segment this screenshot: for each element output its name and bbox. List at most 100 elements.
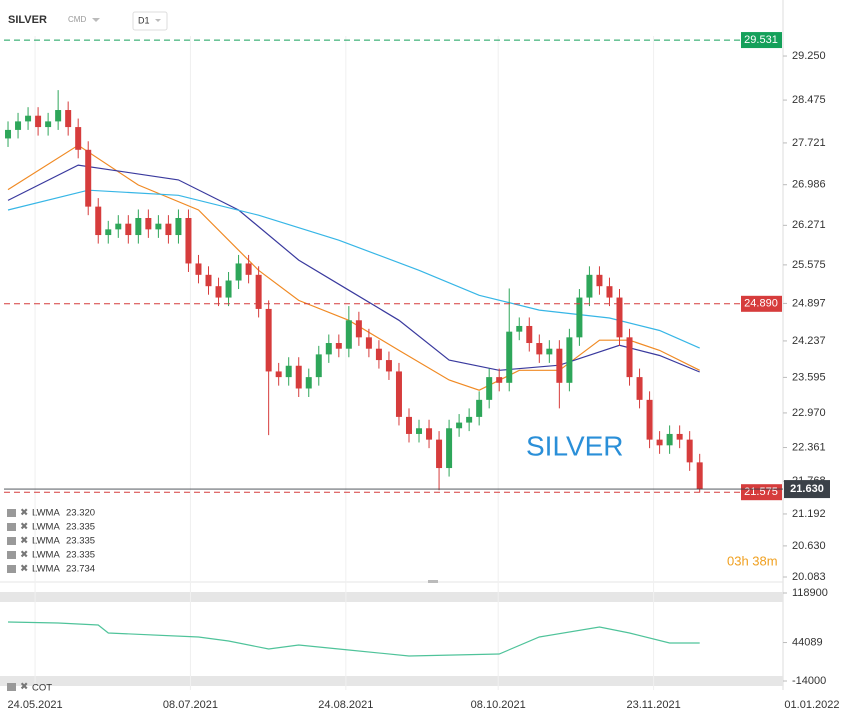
legend-icon xyxy=(7,537,16,545)
candle-body xyxy=(45,121,52,128)
legend-name: LWMA xyxy=(32,536,60,547)
candle-body xyxy=(335,343,342,349)
legend-value: 23.335 xyxy=(66,550,95,561)
candle-body xyxy=(235,263,242,281)
y-tick-label: 21.192 xyxy=(792,508,826,520)
candle-body xyxy=(666,433,673,446)
y-tick-label: 25.575 xyxy=(792,259,826,271)
y-tick-label: 22.361 xyxy=(792,441,826,453)
indicator-tick-label: 118900 xyxy=(792,587,828,599)
symbol: SILVER xyxy=(8,14,47,26)
indicator-name: COT xyxy=(32,683,52,694)
candle-body xyxy=(375,348,382,361)
last-price-box xyxy=(784,480,830,499)
legend-value: 23.335 xyxy=(66,522,95,533)
candle-body xyxy=(446,428,453,469)
x-tick-label: 01.01.2022 xyxy=(784,699,839,711)
candle-body xyxy=(95,206,102,236)
y-tick-label: 27.721 xyxy=(792,137,826,149)
candle-body xyxy=(175,217,182,236)
y-tick-label: 20.083 xyxy=(792,571,826,583)
candle-body xyxy=(456,422,463,429)
candle-body xyxy=(295,365,302,389)
panel-band xyxy=(0,592,783,602)
y-tick-label: 26.986 xyxy=(792,179,826,191)
x-tick-label: 24.05.2021 xyxy=(8,699,63,711)
candle-body xyxy=(245,263,252,275)
level-label: 24.890 xyxy=(744,298,778,310)
legend-close: ✖ xyxy=(20,522,28,533)
candle-body xyxy=(325,343,332,355)
moving-average xyxy=(7,189,700,349)
candle-body xyxy=(466,416,473,423)
candle-body xyxy=(285,365,292,378)
legend-icon xyxy=(7,509,16,517)
legend-close: ✖ xyxy=(20,508,28,519)
legend-icon xyxy=(7,565,16,573)
candle-body xyxy=(496,377,503,383)
candle-body xyxy=(526,325,533,344)
dropdown-arrow[interactable] xyxy=(92,18,100,22)
candle-body xyxy=(135,217,142,236)
x-tick-label: 08.07.2021 xyxy=(163,699,218,711)
candle-body xyxy=(536,343,543,355)
candle-body xyxy=(355,320,362,338)
candle-body xyxy=(265,308,272,372)
candle-body xyxy=(85,149,92,207)
candle-body xyxy=(305,377,312,389)
indicator-tick-label: 44089 xyxy=(792,636,823,648)
candle-body xyxy=(385,360,392,372)
candle-body xyxy=(686,439,693,463)
y-tick-label: 22.970 xyxy=(792,407,826,419)
candle-body xyxy=(215,286,222,298)
legend-name: LWMA xyxy=(32,564,60,575)
candle-body xyxy=(65,110,72,128)
legend-name: LWMA xyxy=(32,522,60,533)
y-tick-label: 29.250 xyxy=(792,50,826,62)
y-tick-label: 26.271 xyxy=(792,219,826,231)
x-tick-label: 24.08.2021 xyxy=(318,699,373,711)
x-tick-label: 08.10.2021 xyxy=(471,699,526,711)
timeframe: D1 xyxy=(138,15,150,25)
x-tick-label: 23.11.2021 xyxy=(626,699,680,711)
candle-body xyxy=(25,115,32,122)
y-tick-label: 23.595 xyxy=(792,371,826,383)
indicator-tick-label: -14000 xyxy=(792,675,826,687)
legend-icon xyxy=(7,683,16,691)
timeframe-select[interactable] xyxy=(132,11,168,31)
y-tick-label: 24.897 xyxy=(792,297,826,309)
candle-body xyxy=(405,416,412,434)
legend-value: 23.734 xyxy=(66,564,95,575)
candle-body xyxy=(476,399,483,417)
level-label: 21.575 xyxy=(744,486,778,498)
candle-body xyxy=(656,439,663,446)
candle-body xyxy=(616,297,623,338)
y-tick-label: 28.475 xyxy=(792,94,826,106)
countdown: 03h 38m xyxy=(727,553,778,568)
legend-icon xyxy=(7,551,16,559)
last-price-label: 21.630 xyxy=(790,483,824,495)
candle-body xyxy=(626,337,633,378)
candle-body xyxy=(576,297,583,338)
candle-body xyxy=(636,377,643,400)
candle-body xyxy=(125,223,132,236)
candle-body xyxy=(566,337,573,383)
candle-body xyxy=(115,223,122,230)
candle-body xyxy=(225,280,232,298)
level-label-box xyxy=(741,484,782,501)
candle-body xyxy=(646,399,653,440)
candle-body xyxy=(185,217,192,264)
candle-body xyxy=(506,331,513,383)
legend-close: ✖ xyxy=(20,564,28,575)
candle-body xyxy=(345,320,352,349)
candle-body xyxy=(436,439,443,469)
legend-name: LWMA xyxy=(32,550,60,561)
candle-body xyxy=(586,274,593,298)
dropdown-arrow[interactable] xyxy=(155,19,161,22)
candle-body xyxy=(395,371,402,417)
panel-handle[interactable] xyxy=(428,580,438,583)
legend-value: 23.335 xyxy=(66,536,95,547)
legend-close: ✖ xyxy=(20,536,28,547)
